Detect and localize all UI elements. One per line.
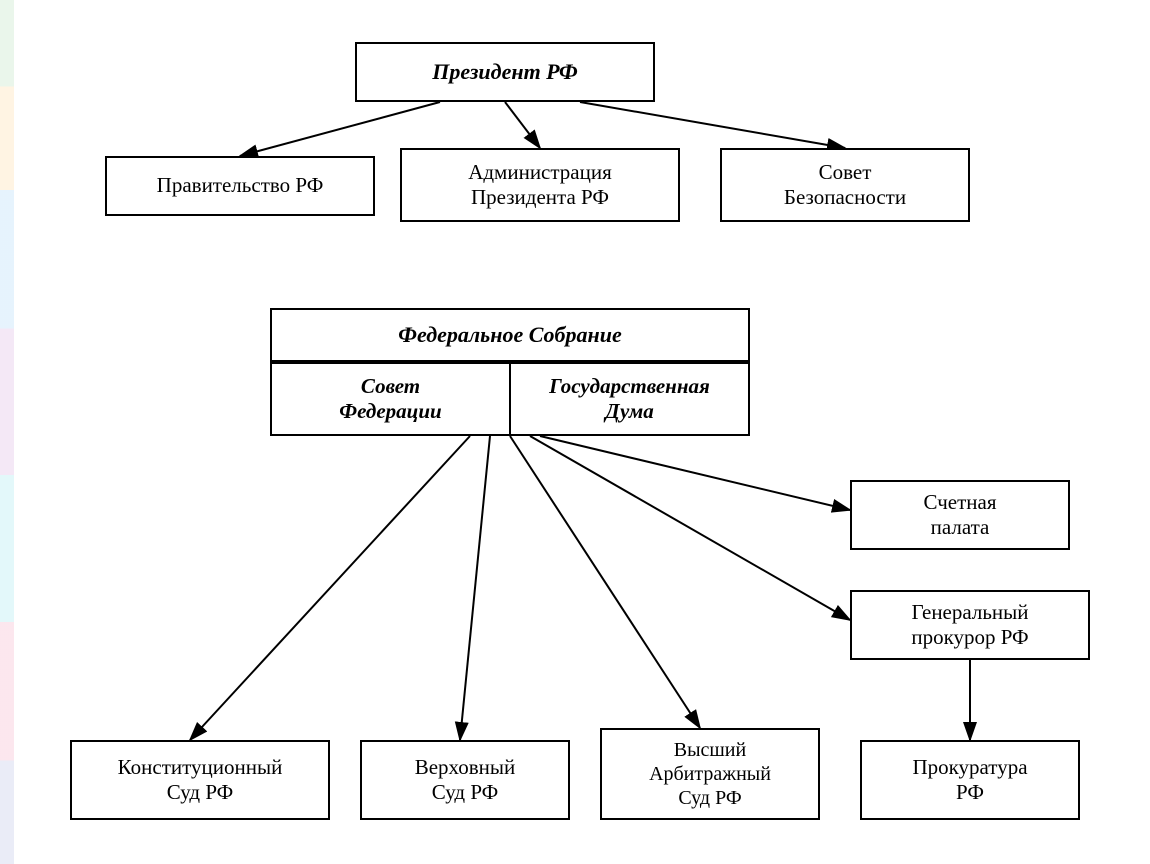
node-security-label: СоветБезопасности: [784, 160, 906, 210]
node-prosecutor-office: ПрокуратураРФ: [860, 740, 1080, 820]
node-federal-assembly-title: Федеральное Собрание: [270, 308, 750, 362]
state-duma-label: ГосударственнаяДума: [549, 374, 710, 424]
diagram-canvas: Президент РФ Правительство РФ Администра…: [0, 0, 1150, 864]
supreme-court-label: ВерховныйСуд РФ: [415, 755, 516, 805]
prosecutor-office-label: ПрокуратураРФ: [912, 755, 1027, 805]
node-president-label: Президент РФ: [432, 59, 577, 85]
node-state-duma: ГосударственнаяДума: [511, 364, 748, 434]
node-administration-label: АдминистрацияПрезидента РФ: [468, 160, 612, 210]
accounts-chamber-label: Счетнаяпалата: [923, 490, 996, 540]
node-administration: АдминистрацияПрезидента РФ: [400, 148, 680, 222]
node-president: Президент РФ: [355, 42, 655, 102]
node-constitutional-court: КонституционныйСуд РФ: [70, 740, 330, 820]
node-security-council: СоветБезопасности: [720, 148, 970, 222]
federal-assembly-title-label: Федеральное Собрание: [398, 322, 621, 348]
left-color-strip: [0, 0, 14, 864]
constitutional-court-label: КонституционныйСуд РФ: [118, 755, 283, 805]
node-government: Правительство РФ: [105, 156, 375, 216]
node-federal-assembly-chambers: СоветФедерации ГосударственнаяДума: [270, 362, 750, 436]
node-federation-council: СоветФедерации: [272, 364, 509, 434]
node-government-label: Правительство РФ: [157, 173, 324, 198]
arbitration-court-label: ВысшийАрбитражныйСуд РФ: [649, 738, 771, 810]
node-supreme-court: ВерховныйСуд РФ: [360, 740, 570, 820]
node-arbitration-court: ВысшийАрбитражныйСуд РФ: [600, 728, 820, 820]
node-prosecutor-general: Генеральныйпрокурор РФ: [850, 590, 1090, 660]
node-accounts-chamber: Счетнаяпалата: [850, 480, 1070, 550]
federation-council-label: СоветФедерации: [339, 374, 441, 424]
prosecutor-general-label: Генеральныйпрокурор РФ: [911, 600, 1028, 650]
